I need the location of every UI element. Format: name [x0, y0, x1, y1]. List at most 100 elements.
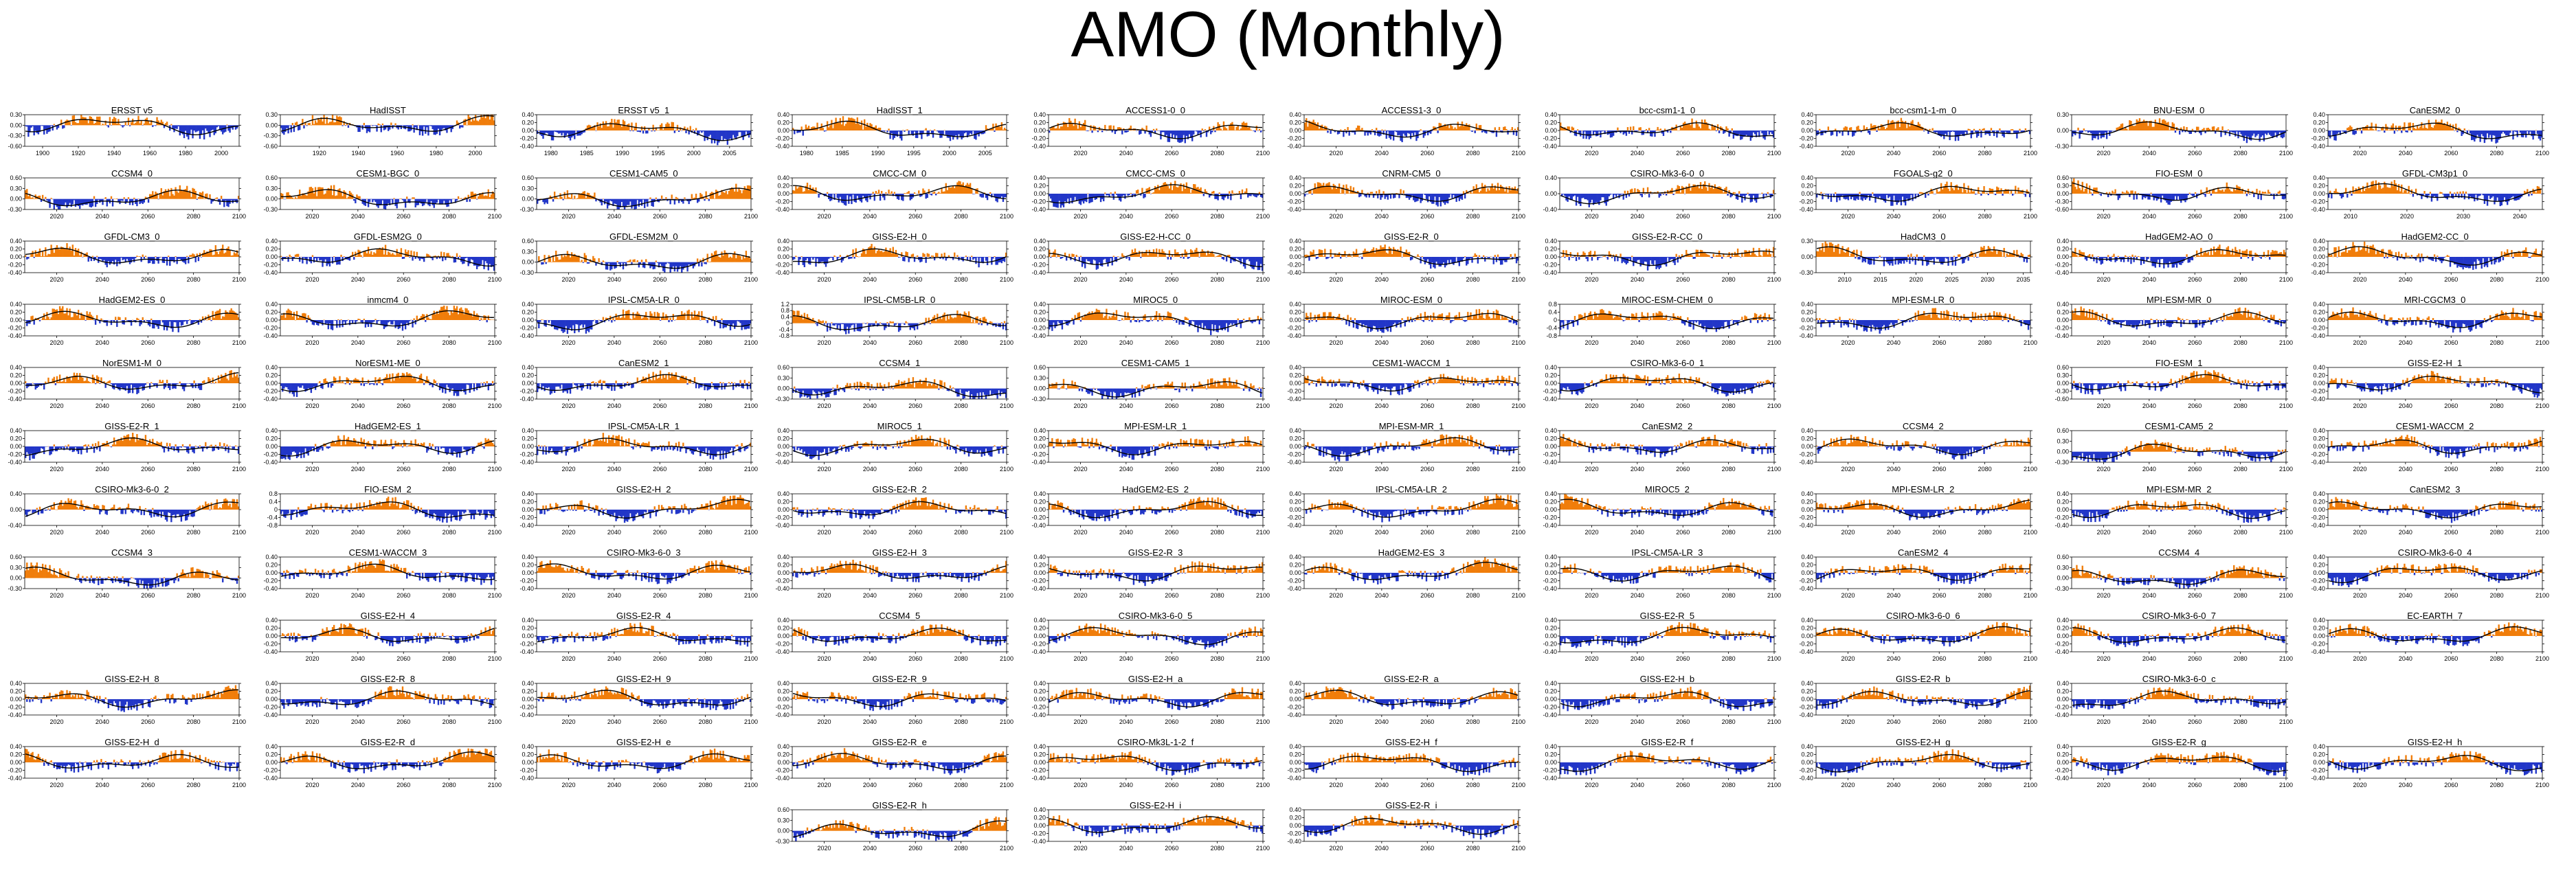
- bar: [493, 192, 495, 199]
- bar: [682, 262, 684, 270]
- bar: [410, 198, 413, 200]
- bar: [1188, 130, 1190, 135]
- bar: [1461, 194, 1464, 200]
- bar: [487, 115, 490, 126]
- bar: [69, 122, 71, 126]
- bar: [849, 257, 851, 259]
- bar: [1818, 128, 1821, 130]
- bar: [374, 125, 377, 126]
- bar: [677, 198, 680, 203]
- bar: [795, 255, 797, 257]
- bar: [293, 198, 295, 200]
- bar: [1929, 128, 1931, 130]
- bar: [1106, 130, 1109, 131]
- bar: [2014, 130, 2017, 134]
- bar: [56, 125, 58, 130]
- bar: [605, 262, 607, 270]
- bar: [1725, 186, 1728, 194]
- bar: [66, 120, 68, 126]
- bar: [1437, 130, 1439, 133]
- bar: [1474, 130, 1476, 133]
- bar: [675, 262, 677, 266]
- bar: [748, 255, 750, 262]
- bar: [332, 195, 334, 199]
- bar: [464, 257, 467, 258]
- bar: [1757, 194, 1759, 199]
- bar: [2213, 188, 2215, 194]
- bar: [561, 254, 563, 262]
- bar: [232, 255, 234, 257]
- bar: [1876, 194, 1878, 198]
- bar: [1188, 257, 1190, 258]
- bar: [1261, 257, 1263, 271]
- bar: [2396, 190, 2398, 194]
- bar: [2419, 126, 2421, 130]
- y-tick-label: 0.00: [266, 253, 278, 260]
- bar: [1663, 257, 1665, 264]
- bar: [323, 257, 326, 262]
- bar: [549, 195, 551, 199]
- bar: [1481, 183, 1483, 194]
- bar: [172, 194, 174, 199]
- bar: [1907, 254, 1909, 257]
- bar: [1737, 248, 1739, 257]
- bar: [1900, 194, 1902, 205]
- bar: [160, 120, 162, 126]
- bar: [192, 253, 194, 257]
- bar: [2474, 130, 2477, 139]
- bar: [1839, 194, 1841, 201]
- bar: [1659, 194, 1662, 196]
- bar: [2260, 130, 2263, 137]
- bar: [1057, 194, 1059, 208]
- bar: [1958, 187, 1961, 194]
- bar: [2452, 194, 2454, 199]
- bar: [1459, 194, 1462, 199]
- bar: [663, 127, 666, 130]
- bar: [2106, 192, 2108, 194]
- bar: [2206, 187, 2208, 194]
- bar: [74, 198, 77, 207]
- plot-frame: [24, 114, 240, 147]
- bar: [1454, 127, 1456, 130]
- bar: [2330, 194, 2333, 198]
- bar: [66, 243, 68, 257]
- bar: [466, 125, 469, 126]
- bar: [573, 195, 576, 199]
- bar: [123, 197, 125, 199]
- bar: [908, 130, 910, 135]
- bar: [1330, 130, 1332, 134]
- bar: [1192, 130, 1195, 135]
- bar: [691, 194, 693, 199]
- bar: [130, 198, 133, 203]
- bar: [848, 117, 850, 130]
- bar: [1712, 126, 1715, 130]
- bar: [2112, 190, 2114, 194]
- bar: [1225, 257, 1227, 262]
- bar: [1859, 257, 1861, 260]
- bar: [50, 245, 52, 257]
- bar: [823, 130, 826, 132]
- bar: [565, 256, 567, 262]
- bar: [1605, 257, 1608, 258]
- bar-series: [1304, 245, 1519, 269]
- y-tick-label: 0.40: [1289, 238, 1301, 245]
- bar: [1447, 124, 1449, 130]
- bar: [1591, 257, 1593, 261]
- bar: [1644, 130, 1646, 132]
- y-tick-label: 0.40: [1545, 238, 1558, 245]
- bar: [1409, 257, 1412, 261]
- bar: [1964, 190, 1967, 194]
- bar: [563, 130, 565, 138]
- x-tick-label: 2060: [141, 276, 155, 283]
- bar: [1857, 257, 1859, 260]
- bar: [2421, 194, 2424, 196]
- bar: [574, 255, 577, 262]
- bar: [1940, 183, 1942, 194]
- bar: [792, 128, 794, 130]
- bar: [85, 198, 87, 205]
- bar: [537, 256, 540, 262]
- bar: [144, 196, 147, 199]
- bar: [2430, 127, 2432, 130]
- bar: [2000, 130, 2002, 133]
- bar: [618, 120, 620, 130]
